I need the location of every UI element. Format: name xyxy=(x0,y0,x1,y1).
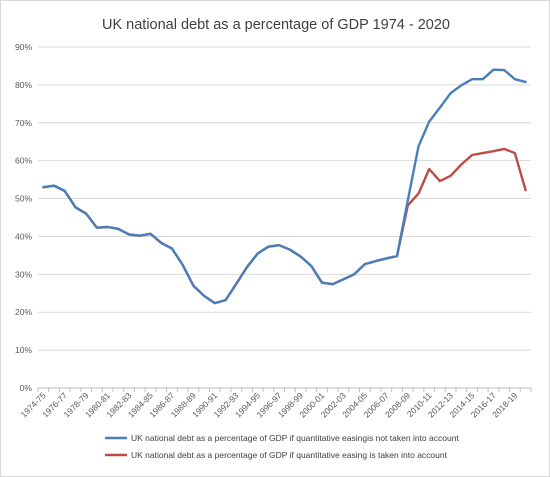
y-tick-label: 0% xyxy=(20,383,33,393)
chart-title: UK national debt as a percentage of GDP … xyxy=(102,17,450,33)
y-axis: 0% 10% 20% 30% 40% 50% 60% 70% 80% 90% xyxy=(15,42,32,393)
series-line-2 xyxy=(42,147,527,305)
legend: UK national debt as a percentage of GDP … xyxy=(105,433,459,460)
y-tick-label: 50% xyxy=(15,194,32,204)
plot-lines xyxy=(42,68,527,305)
y-tick-label: 90% xyxy=(15,42,32,52)
y-tick-label: 20% xyxy=(15,307,32,317)
y-tick-label: 70% xyxy=(15,118,32,128)
y-tick-label: 40% xyxy=(15,231,32,241)
legend-label-series-2: UK national debt as a percentage of GDP … xyxy=(131,450,448,460)
legend-label-series-1: UK national debt as a percentage of GDP … xyxy=(131,433,459,443)
x-axis: 1974-751976-771978-791980-811982-831984-… xyxy=(19,388,532,419)
y-tick-label: 30% xyxy=(15,269,32,279)
y-tick-label: 10% xyxy=(15,345,32,355)
series-line-1 xyxy=(42,68,527,305)
y-tick-label: 80% xyxy=(15,80,32,90)
gridlines xyxy=(38,46,531,389)
y-tick-label: 60% xyxy=(15,156,32,166)
